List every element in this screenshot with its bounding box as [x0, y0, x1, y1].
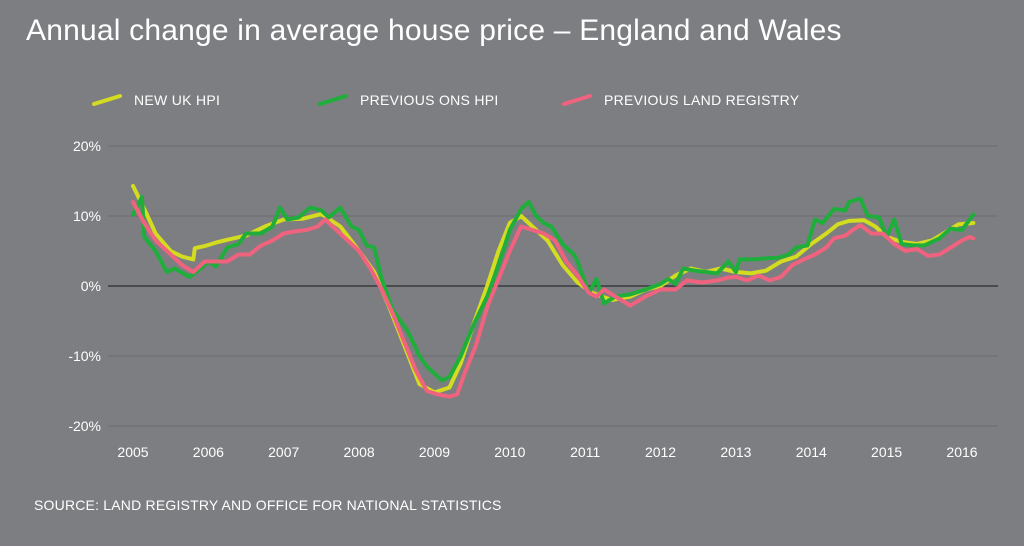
y-tick-label: 10% — [73, 208, 101, 224]
legend-item-previous-land-registry: PREVIOUS LAND REGISTRY — [562, 86, 799, 114]
legend-swatch-previous-ons-hpi — [318, 94, 348, 106]
x-tick-label: 2006 — [193, 444, 224, 460]
legend-swatch-previous-land-registry — [562, 94, 592, 106]
chart-title: Annual change in average house price – E… — [26, 14, 842, 47]
y-tick-label: -20% — [68, 418, 101, 434]
x-tick-label: 2011 — [570, 444, 600, 460]
x-tick-label: 2014 — [796, 444, 827, 460]
source-note: SOURCE: LAND REGISTRY AND OFFICE FOR NAT… — [34, 497, 502, 513]
x-tick-label: 2009 — [419, 444, 450, 460]
x-tick-label: 2005 — [117, 444, 148, 460]
x-tick-label: 2015 — [871, 444, 902, 460]
legend-swatch-new-uk-hpi — [92, 94, 122, 106]
y-tick-label: 0% — [81, 278, 101, 294]
chart-legend: NEW UK HPI PREVIOUS ONS HPI PREVIOUS LAN… — [92, 86, 992, 114]
series-line-previous-ons-hpi — [131, 195, 976, 383]
x-tick-label: 2010 — [494, 444, 525, 460]
x-tick-label: 2007 — [268, 444, 299, 460]
y-tick-label: -10% — [68, 348, 101, 364]
legend-item-new-uk-hpi: NEW UK HPI — [92, 86, 220, 114]
x-tick-label: 2013 — [720, 444, 751, 460]
legend-label-previous-land-registry: PREVIOUS LAND REGISTRY — [604, 92, 800, 108]
y-tick-label: 20% — [73, 138, 101, 154]
series-line-previous-land-registry — [131, 200, 976, 399]
x-tick-label: 2016 — [946, 444, 977, 460]
legend-label-new-uk-hpi: NEW UK HPI — [134, 92, 221, 108]
legend-item-previous-ons-hpi: PREVIOUS ONS HPI — [318, 86, 499, 114]
series-line-new-uk-hpi — [131, 183, 976, 395]
legend-label-previous-ons-hpi: PREVIOUS ONS HPI — [360, 92, 499, 108]
x-tick-label: 2012 — [645, 444, 676, 460]
x-tick-label: 2008 — [344, 444, 375, 460]
